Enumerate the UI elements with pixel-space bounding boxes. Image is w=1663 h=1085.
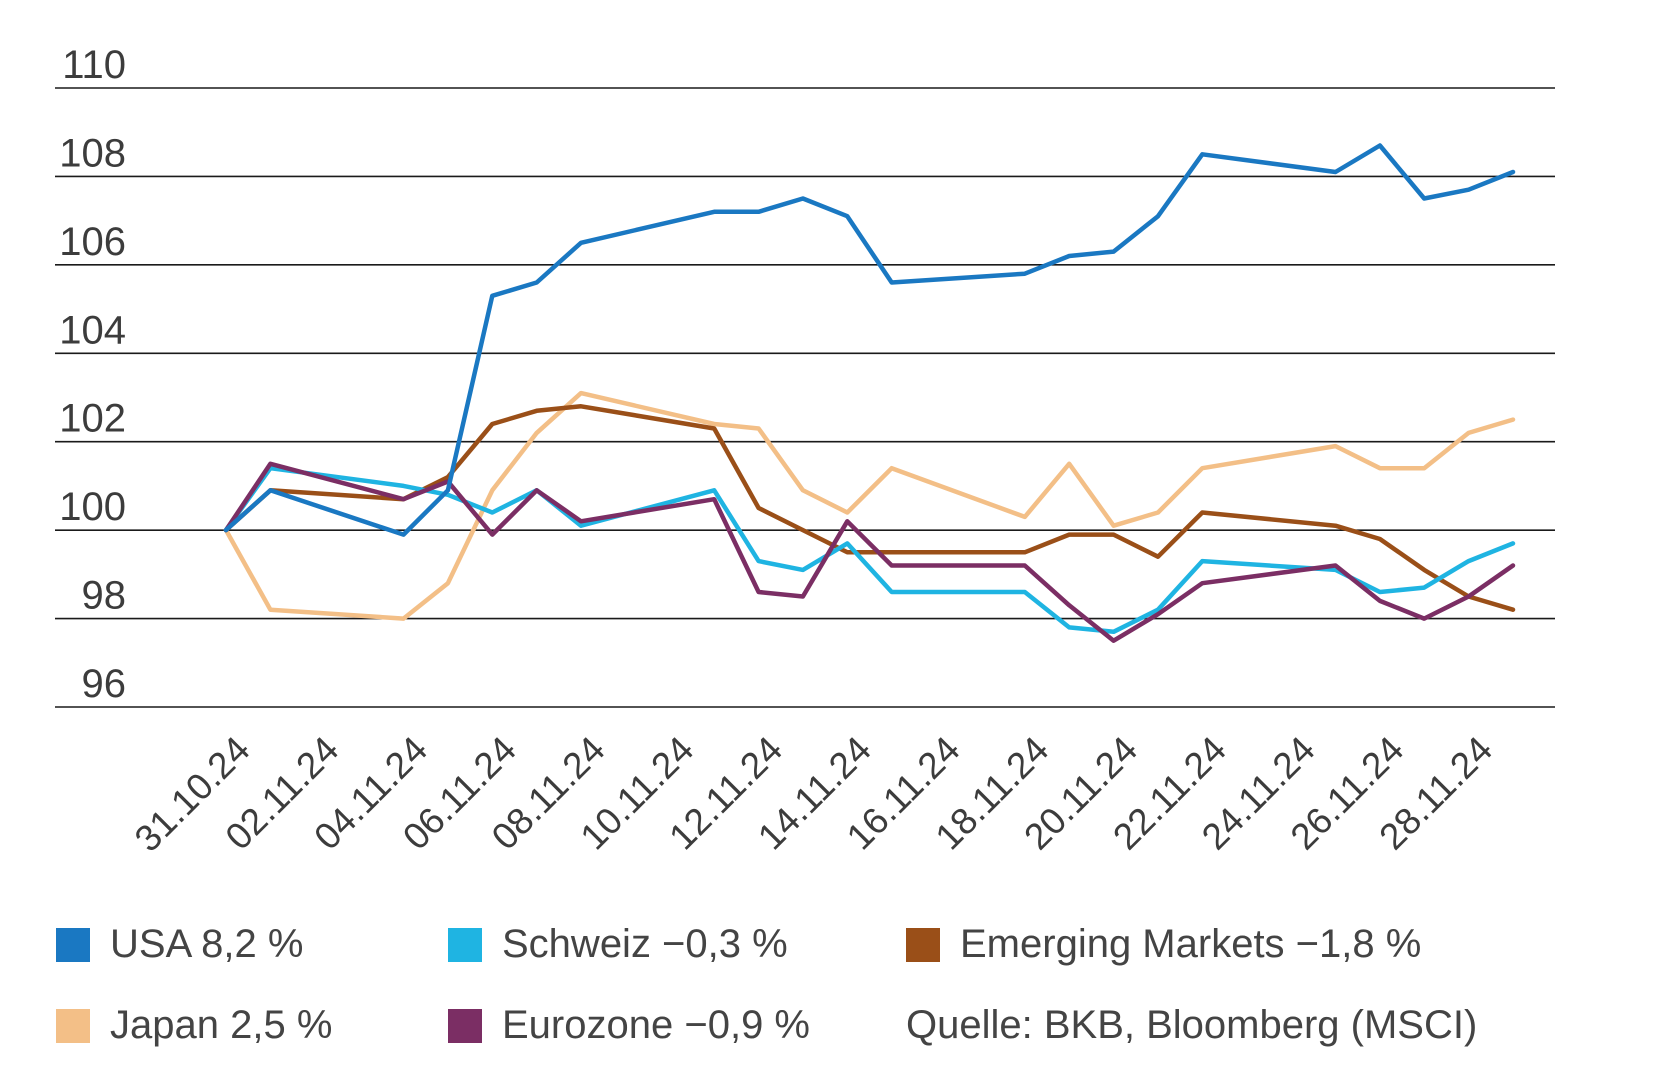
series-lines: [223, 143, 1516, 643]
legend-label-schweiz: Schweiz −0,3 %: [502, 922, 788, 966]
legend-label-eurozone: Eurozone −0,9 %: [502, 1003, 810, 1047]
source-note: Quelle: BKB, Bloomberg (MSCI): [906, 1003, 1478, 1047]
y-axis-tick-labels: 96 98 100 102 104 106 108 110: [59, 43, 126, 706]
line-chart: 96 98 100 102 104 106 108 110 31.10.2402.11.240…: [55, 43, 1555, 860]
legend-label-usa: USA 8,2 %: [110, 922, 304, 966]
y-tick-label-110: 110: [62, 43, 126, 87]
grid-lines: [55, 87, 1555, 708]
legend-swatch-eurozone: [448, 1008, 482, 1043]
legend-item-emerging-markets: Emerging Markets −1,8 %: [906, 922, 1421, 967]
y-tick-label-108: 108: [59, 131, 126, 175]
y-tick-label-106: 106: [59, 220, 126, 264]
legend-item-eurozone: Eurozone −0,9 %: [448, 1003, 810, 1048]
legend-swatch-japan: [56, 1008, 90, 1043]
legend-item-schweiz: Schweiz −0,3 %: [448, 922, 788, 967]
y-tick-label-100: 100: [59, 485, 126, 529]
series-line-emerging-markets: [223, 404, 1516, 612]
series-line-japan: [223, 390, 1516, 621]
y-tick-label-102: 102: [59, 397, 126, 441]
x-axis-tick-labels: 31.10.2402.11.2404.11.2406.11.2408.11.24…: [127, 729, 1500, 860]
legend-swatch-schweiz: [448, 927, 482, 962]
legend-label-japan: Japan 2,5 %: [110, 1003, 333, 1047]
series-line-usa: [223, 143, 1516, 537]
legend-swatch-emerging-markets: [906, 927, 940, 962]
y-tick-label-98: 98: [82, 574, 127, 618]
series-line-eurozone: [223, 461, 1516, 643]
legend-swatch-usa: [56, 927, 90, 962]
legend-item-usa: USA 8,2 %: [56, 922, 303, 967]
legend-label-emerging-markets: Emerging Markets −1,8 %: [960, 922, 1422, 966]
y-tick-label-96: 96: [82, 662, 127, 706]
legend-item-japan: Japan 2,5 %: [56, 1003, 332, 1048]
y-tick-label-104: 104: [59, 308, 126, 352]
